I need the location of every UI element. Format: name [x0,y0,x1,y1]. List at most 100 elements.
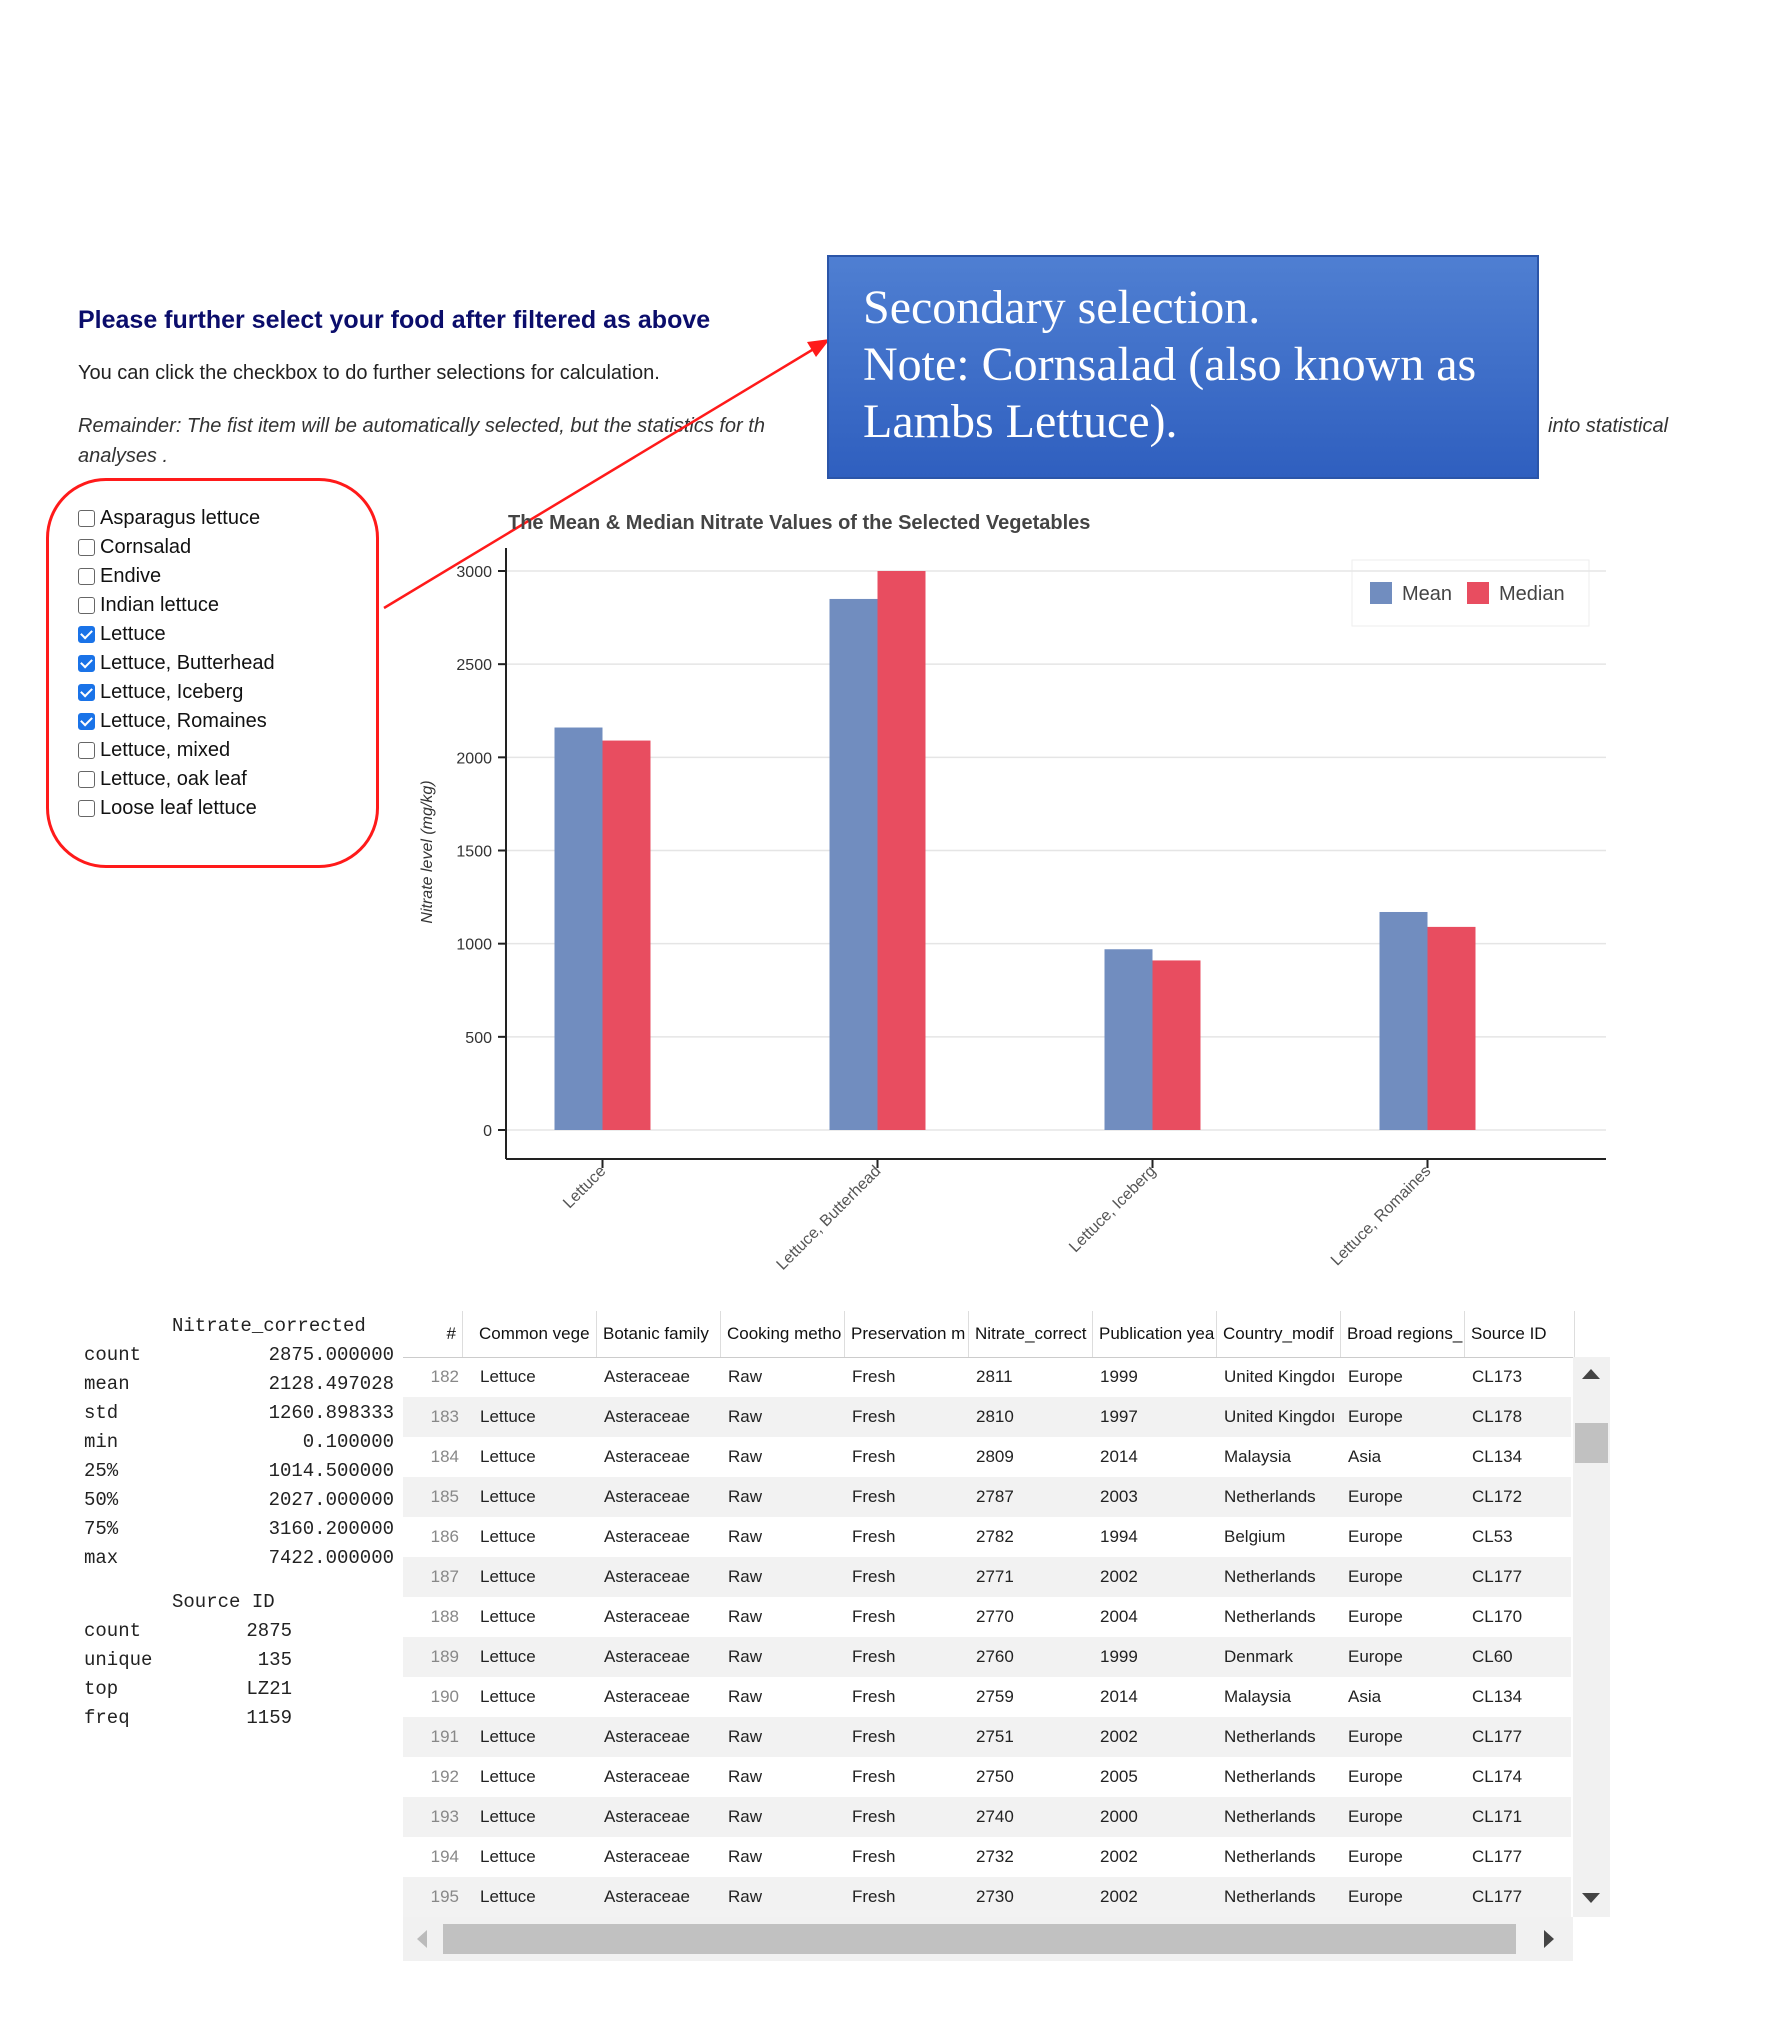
table-cell: Raw [728,1487,763,1506]
checkbox-checked[interactable] [78,713,95,730]
column-header[interactable]: Cooking metho [721,1311,845,1357]
checkbox-unchecked[interactable] [78,597,95,614]
table-row[interactable]: 185 Lettuce Asteraceae Raw Fresh 2787 2003 Neth… [403,1477,1571,1517]
table-cell: United Kingdoı [1224,1407,1336,1426]
stat-value: 2875.000000 [268,1344,394,1366]
checkbox-row[interactable]: Asparagus lettuce [78,504,275,533]
scroll-right-icon[interactable] [1544,1930,1554,1948]
y-axis-label: Nitrate level (mg/kg) [419,780,436,923]
table-row[interactable]: 191 Lettuce Asteraceae Raw Fresh 2751 2002 Neth… [403,1717,1571,1757]
table-row[interactable]: 184 Lettuce Asteraceae Raw Fresh 2809 2014 Mala… [403,1437,1571,1477]
instruction-text: You can click the checkbox to do further… [78,362,660,384]
table-row[interactable]: 192 Lettuce Asteraceae Raw Fresh 2750 2005 Neth… [403,1757,1571,1797]
table-cell: Lettuce [480,1847,536,1866]
table-cell: Raw [728,1527,763,1546]
legend-label: Mean [1402,583,1452,605]
checkbox-row[interactable]: Cornsalad [78,533,275,562]
vertical-scroll-thumb[interactable] [1575,1423,1608,1463]
table-cell: 2004 [1100,1607,1138,1626]
column-header[interactable]: Broad regions_ [1341,1311,1465,1357]
table-cell: Lettuce [480,1447,536,1466]
stat-value: 2128.497028 [268,1373,394,1395]
checkbox-row[interactable]: Lettuce, Romaines [78,707,275,736]
table-row[interactable]: 186 Lettuce Asteraceae Raw Fresh 2782 1994 Belg… [403,1517,1571,1557]
table-cell: Europe [1348,1767,1403,1786]
checkbox-checked[interactable] [78,626,95,643]
column-header[interactable]: Botanic family [597,1311,721,1357]
checkbox-row[interactable]: Indian lettuce [78,591,275,620]
table-row[interactable]: 195 Lettuce Asteraceae Raw Fresh 2730 2002 Neth… [403,1877,1571,1917]
column-header[interactable]: Publication yea [1093,1311,1217,1357]
table-cell: Raw [728,1367,763,1386]
scroll-down-icon[interactable] [1582,1893,1600,1903]
table-row[interactable]: 189 Lettuce Asteraceae Raw Fresh 2760 1999 Denm… [403,1637,1571,1677]
table-cell: Fresh [852,1887,896,1906]
table-row[interactable]: 194 Lettuce Asteraceae Raw Fresh 2732 2002 Neth… [403,1837,1571,1877]
row-index: 190 [430,1687,459,1706]
y-tick-label: 2000 [456,750,492,767]
checkbox-checked[interactable] [78,684,95,701]
table-row[interactable]: 182 Lettuce Asteraceae Raw Fresh 2811 1999 Unit… [403,1357,1571,1397]
table-cell: 2811 [976,1367,1013,1386]
table-row[interactable]: 190 Lettuce Asteraceae Raw Fresh 2759 2014 Mala… [403,1677,1571,1717]
table-cell: Europe [1348,1887,1403,1906]
stat-key: 50% [84,1489,119,1511]
table-row[interactable]: 183 Lettuce Asteraceae Raw Fresh 2810 1997 Unit… [403,1397,1571,1437]
checkbox-row[interactable]: Lettuce, Butterhead [78,649,275,678]
row-index: 186 [430,1527,459,1546]
table-cell: CL177 [1472,1727,1523,1746]
column-header[interactable]: Country_modif [1217,1311,1341,1357]
table-row[interactable]: 187 Lettuce Asteraceae Raw Fresh 2771 2002 Neth… [403,1557,1571,1597]
table-cell: Netherlands [1224,1847,1316,1866]
column-header[interactable]: Preservation m [845,1311,969,1357]
stats-header: Source ID [172,1591,275,1613]
legend-swatch-mean [1370,582,1392,604]
table-cell: Raw [728,1767,763,1786]
table-cell: Europe [1348,1647,1403,1666]
checkbox-unchecked[interactable] [78,800,95,817]
table-cell: 1997 [1100,1407,1138,1426]
table-cell: Asteraceae [604,1887,690,1906]
column-header[interactable]: Source ID [1465,1311,1575,1357]
checkbox-checked[interactable] [78,655,95,672]
checkbox-unchecked[interactable] [78,510,95,527]
checkbox-row[interactable]: Loose leaf lettuce [78,794,275,823]
table-cell: Raw [728,1647,763,1666]
table-row[interactable]: 193 Lettuce Asteraceae Raw Fresh 2740 2000 Neth… [403,1797,1571,1837]
column-header[interactable]: # [403,1311,463,1357]
checkbox-unchecked[interactable] [78,539,95,556]
table-cell: Asteraceae [604,1807,690,1826]
table-cell: Raw [728,1607,763,1626]
row-index: 193 [430,1807,459,1826]
section-heading: Please further select your food after fi… [78,306,711,334]
x-category-label: Lettuce [560,1163,609,1212]
row-index: 187 [430,1567,459,1586]
table-cell: 2000 [1100,1807,1138,1826]
scroll-left-icon[interactable] [417,1930,427,1948]
horizontal-scroll-thumb[interactable] [443,1924,1516,1954]
vegetable-checkbox-list: Asparagus lettuce Cornsalad Endive Indian l… [78,504,275,823]
column-header[interactable]: Common vege [473,1311,597,1357]
stat-value: 3160.200000 [268,1518,394,1540]
checkbox-row[interactable]: Endive [78,562,275,591]
checkbox-label: Lettuce, Iceberg [100,681,244,703]
callout-line-3: Lambs Lettuce). [863,395,1178,448]
table-cell: Europe [1348,1527,1403,1546]
table-cell: Fresh [852,1807,896,1826]
table-cell: CL171 [1472,1807,1523,1826]
checkbox-unchecked[interactable] [78,568,95,585]
checkbox-row[interactable]: Lettuce [78,620,275,649]
checkbox-unchecked[interactable] [78,771,95,788]
bar-median [1152,960,1201,1130]
table-cell: Asteraceae [604,1407,690,1426]
checkbox-row[interactable]: Lettuce, oak leaf [78,765,275,794]
stat-key: 75% [84,1518,119,1540]
column-header[interactable]: Nitrate_correct [969,1311,1093,1357]
table-row[interactable]: 188 Lettuce Asteraceae Raw Fresh 2770 2004 Neth… [403,1597,1571,1637]
checkbox-unchecked[interactable] [78,742,95,759]
checkbox-row[interactable]: Lettuce, Iceberg [78,678,275,707]
x-category-label: Lettuce, Iceberg [1066,1163,1159,1256]
table-cell: Malaysia [1224,1447,1292,1466]
checkbox-row[interactable]: Lettuce, mixed [78,736,275,765]
scroll-up-icon[interactable] [1582,1369,1600,1379]
